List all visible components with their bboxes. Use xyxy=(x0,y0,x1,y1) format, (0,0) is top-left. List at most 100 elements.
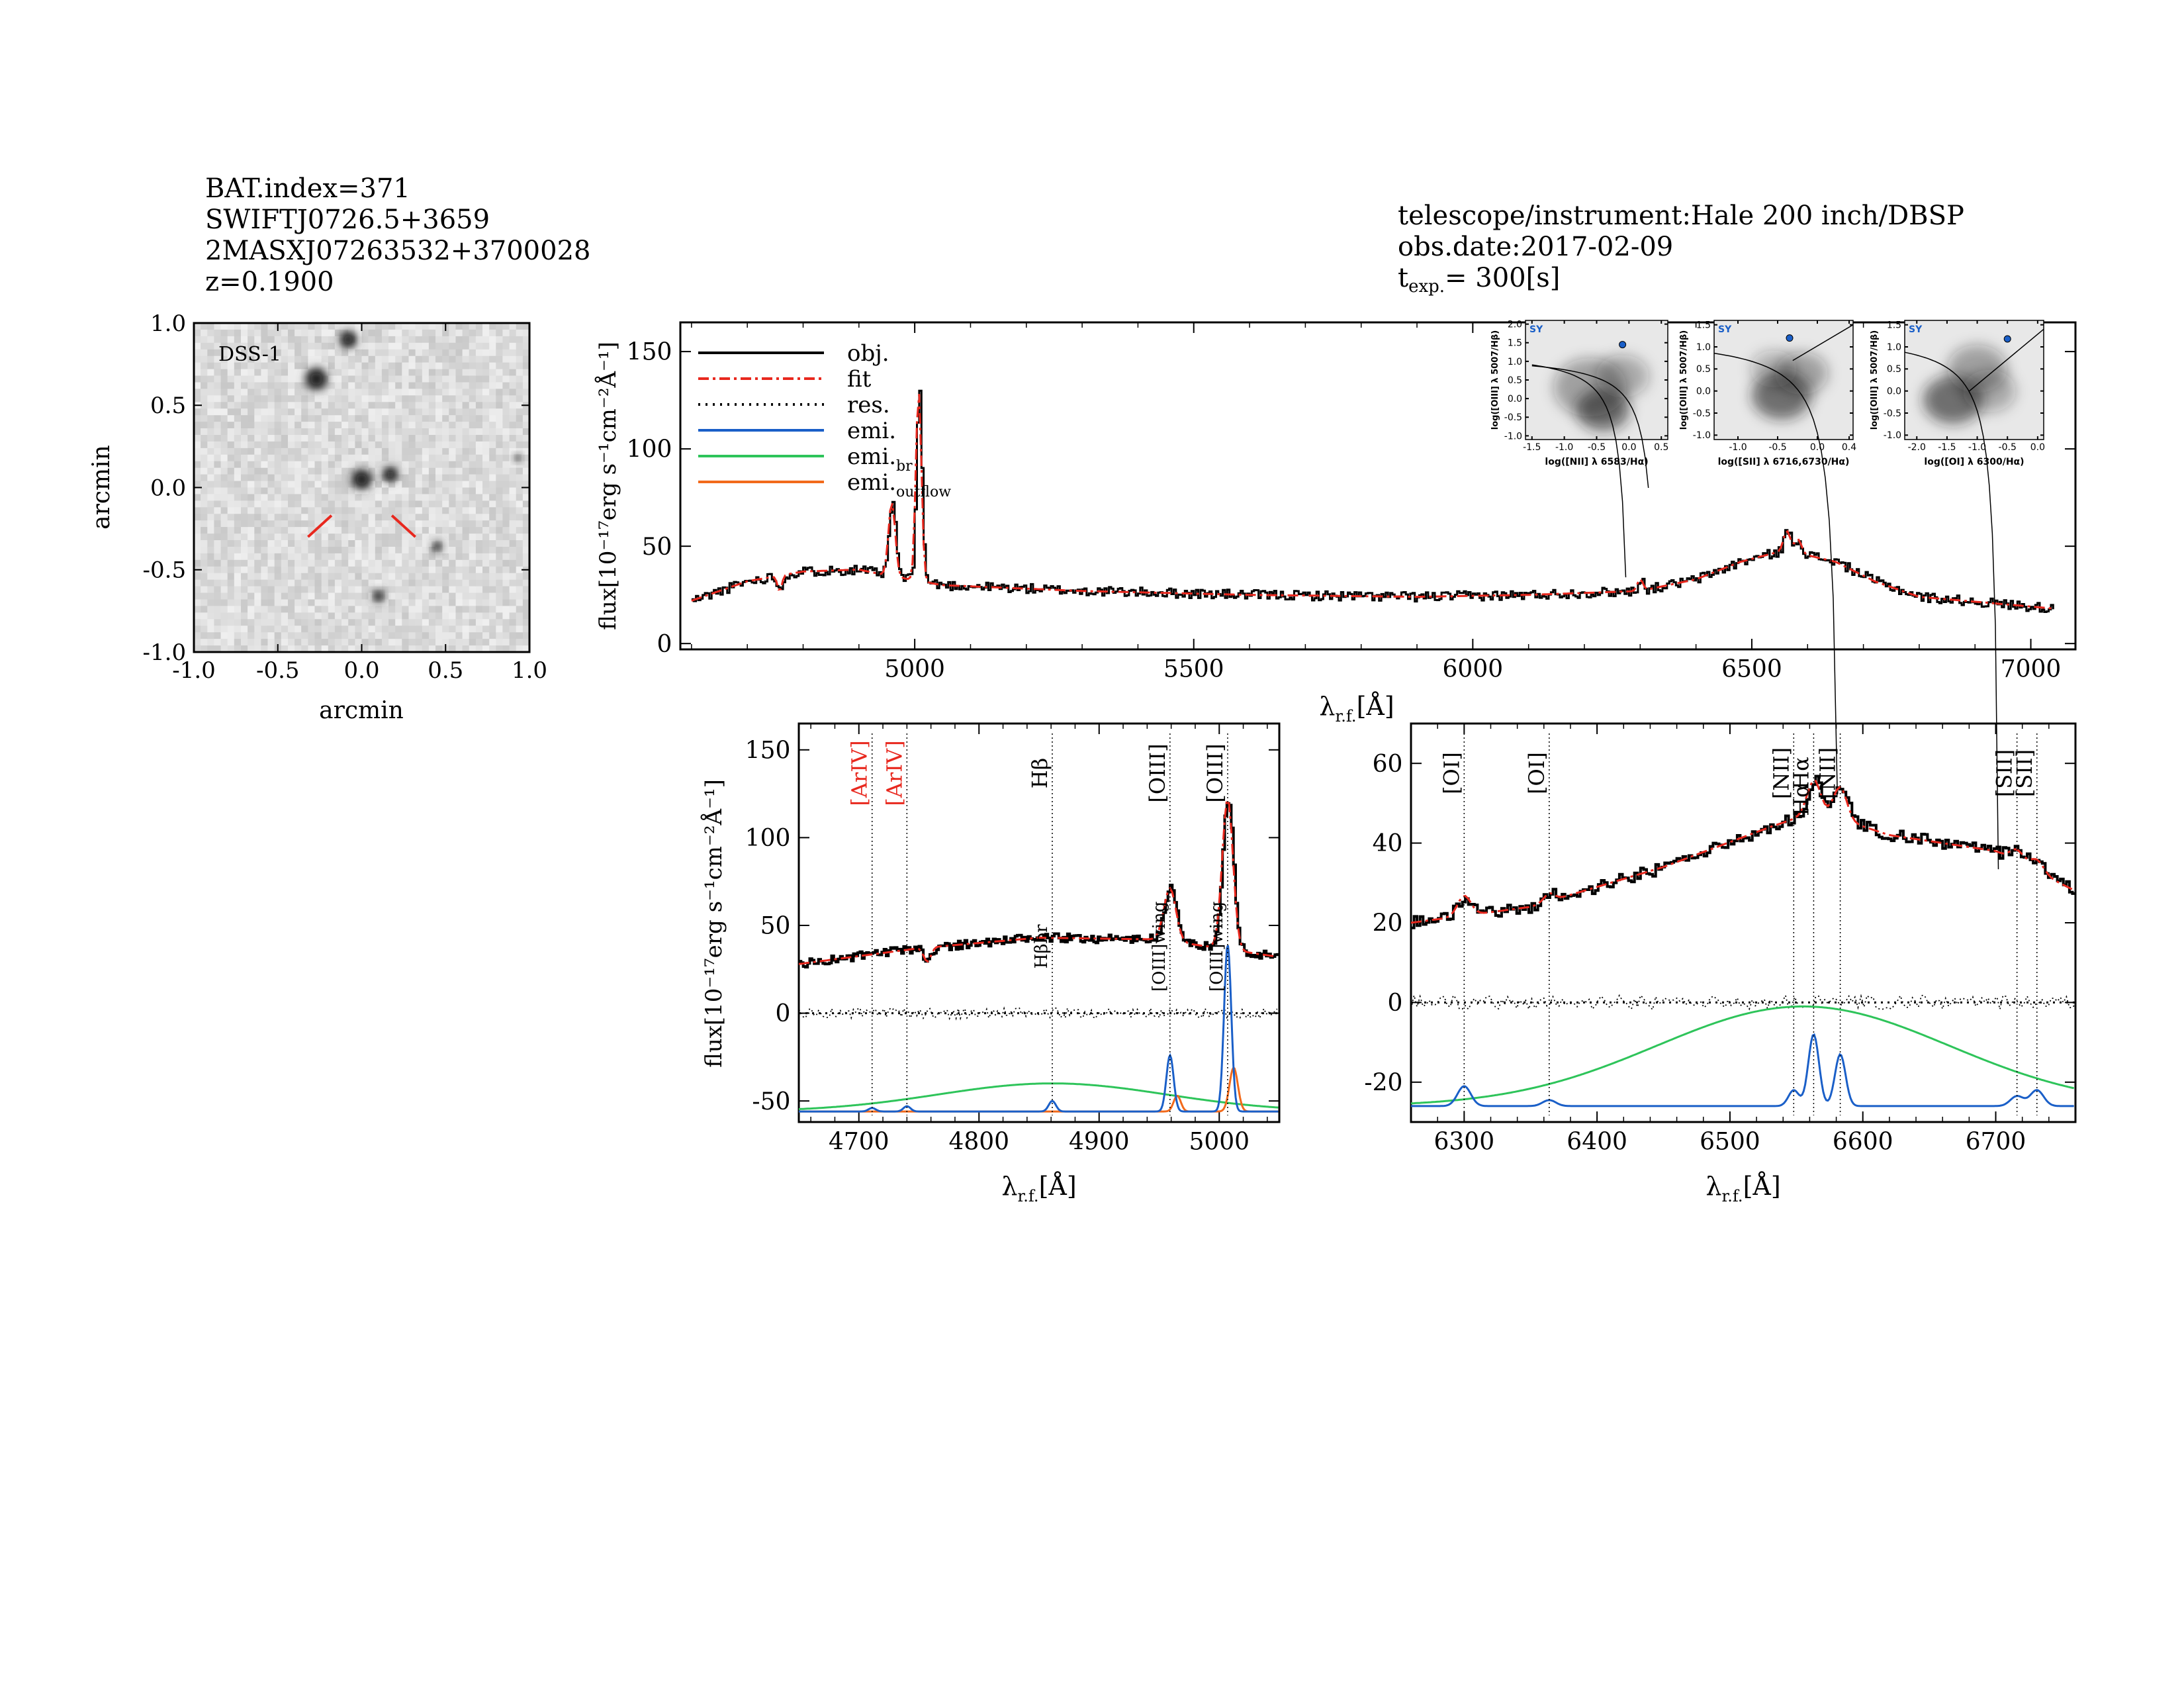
dss-pixel xyxy=(220,441,228,449)
dss-pixel xyxy=(402,422,410,429)
dss-pixel xyxy=(408,599,416,607)
dss-pixel xyxy=(355,566,363,574)
dss-pixel xyxy=(288,619,295,626)
dss-pixel xyxy=(248,599,255,607)
dss-pixel xyxy=(348,408,355,416)
dss-pixel xyxy=(220,408,228,416)
dss-pixel xyxy=(241,336,248,344)
dss-pixel xyxy=(227,606,235,613)
dss-pixel xyxy=(415,514,423,521)
hbeta_zoom-xtick-label: 4900 xyxy=(1069,1128,1130,1155)
dss-pixel xyxy=(341,349,349,357)
dss-pixel xyxy=(402,389,410,396)
dss-pixel xyxy=(348,323,355,330)
dss-pixel xyxy=(408,619,416,626)
dss-pixel xyxy=(381,586,389,594)
dss-pixel xyxy=(402,402,410,409)
dss-pixel xyxy=(509,507,517,514)
bpt_sii-ytick-label: 1.5 xyxy=(1696,320,1711,331)
dss-pixel xyxy=(516,553,523,561)
dss-pixel xyxy=(201,467,208,475)
dss-pixel xyxy=(241,487,248,495)
dss-pixel xyxy=(489,527,496,534)
dss-pixel xyxy=(274,435,282,442)
dss-pixel xyxy=(207,579,215,587)
dss-pixel xyxy=(388,441,396,449)
dss-pixel xyxy=(328,500,336,508)
dss-pixel xyxy=(194,342,201,350)
dss-pixel xyxy=(341,435,349,442)
bpt_oi-source-point xyxy=(2003,335,2011,343)
dss-pixel xyxy=(248,534,255,541)
dss-pixel xyxy=(482,441,490,449)
dss-pixel xyxy=(395,369,402,377)
dss-pixel xyxy=(341,461,349,469)
dss-pixel xyxy=(522,547,529,554)
dss-pixel xyxy=(469,481,477,489)
dss-pixel xyxy=(489,447,496,455)
dss-pixel xyxy=(321,395,329,402)
bpt_nii-ytick-label: 0.0 xyxy=(1508,394,1522,404)
dss-pixel xyxy=(301,573,308,581)
dss-pixel xyxy=(522,645,529,652)
dss-xtick-label: -0.5 xyxy=(256,657,300,684)
dss-pixel xyxy=(321,507,329,514)
dss-pixel xyxy=(334,612,342,620)
dss-pixel xyxy=(321,441,329,449)
dss-pixel xyxy=(261,336,269,344)
target-marker-left xyxy=(307,514,333,538)
halpha_zoom-line-label-6: [SII] xyxy=(2012,749,2037,797)
dss-pixel xyxy=(274,612,282,620)
dss-pixel xyxy=(274,626,282,633)
dss-pixel xyxy=(314,500,322,508)
dss-pixel xyxy=(334,428,342,436)
dss-pixel xyxy=(455,527,463,534)
dss-pixel xyxy=(308,336,316,344)
dss-pixel xyxy=(328,626,336,633)
dss-pixel xyxy=(355,626,363,633)
dss-pixel xyxy=(408,369,416,377)
dss-pixel xyxy=(381,461,389,469)
dss-pixel xyxy=(355,487,363,495)
dss-pixel xyxy=(220,428,228,436)
dss-pixel xyxy=(281,534,289,541)
dss-pixel xyxy=(295,612,302,620)
dss-pixel xyxy=(442,402,449,409)
dss-pixel xyxy=(428,435,436,442)
dss-pixel xyxy=(321,461,329,469)
hbeta_zoom-ytick-label: 100 xyxy=(745,825,791,852)
instrument: telescope/instrument:Hale 200 inch/DBSP xyxy=(1398,201,1964,231)
dss-pixel xyxy=(348,534,355,541)
dss-pixel xyxy=(496,355,504,363)
dss-pixel xyxy=(435,573,443,581)
dss-pixel xyxy=(381,540,389,547)
dss-pixel xyxy=(442,362,449,370)
dss-pixel xyxy=(496,579,504,587)
dss-pixel xyxy=(462,553,470,561)
dss-pixel xyxy=(328,349,336,357)
dss-pixel xyxy=(334,514,342,521)
dss-pixel xyxy=(415,527,423,534)
dss-pixel xyxy=(207,481,215,489)
dss-pixel xyxy=(288,461,295,469)
dss-pixel xyxy=(295,606,302,613)
dss-pixel xyxy=(341,494,349,501)
dss-pixel xyxy=(388,375,396,383)
dss-pixel xyxy=(502,520,510,528)
dss-pixel xyxy=(381,369,389,377)
dss-pixel xyxy=(267,559,275,567)
dss-pixel xyxy=(308,559,316,567)
dss-pixel xyxy=(482,645,490,652)
dss-pixel xyxy=(314,520,322,528)
dss-pixel xyxy=(328,494,336,501)
bpt_oi-ytick-label: 1.0 xyxy=(1887,342,1901,353)
dss-pixel xyxy=(469,329,477,337)
dss-pixel xyxy=(348,579,355,587)
dss-pixel xyxy=(408,626,416,633)
dss-pixel xyxy=(308,612,316,620)
dss-pixel xyxy=(207,369,215,377)
dss-pixel xyxy=(428,342,436,350)
dss-pixel xyxy=(435,639,443,646)
dss-pixel xyxy=(355,349,363,357)
dss-pixel xyxy=(475,566,483,574)
